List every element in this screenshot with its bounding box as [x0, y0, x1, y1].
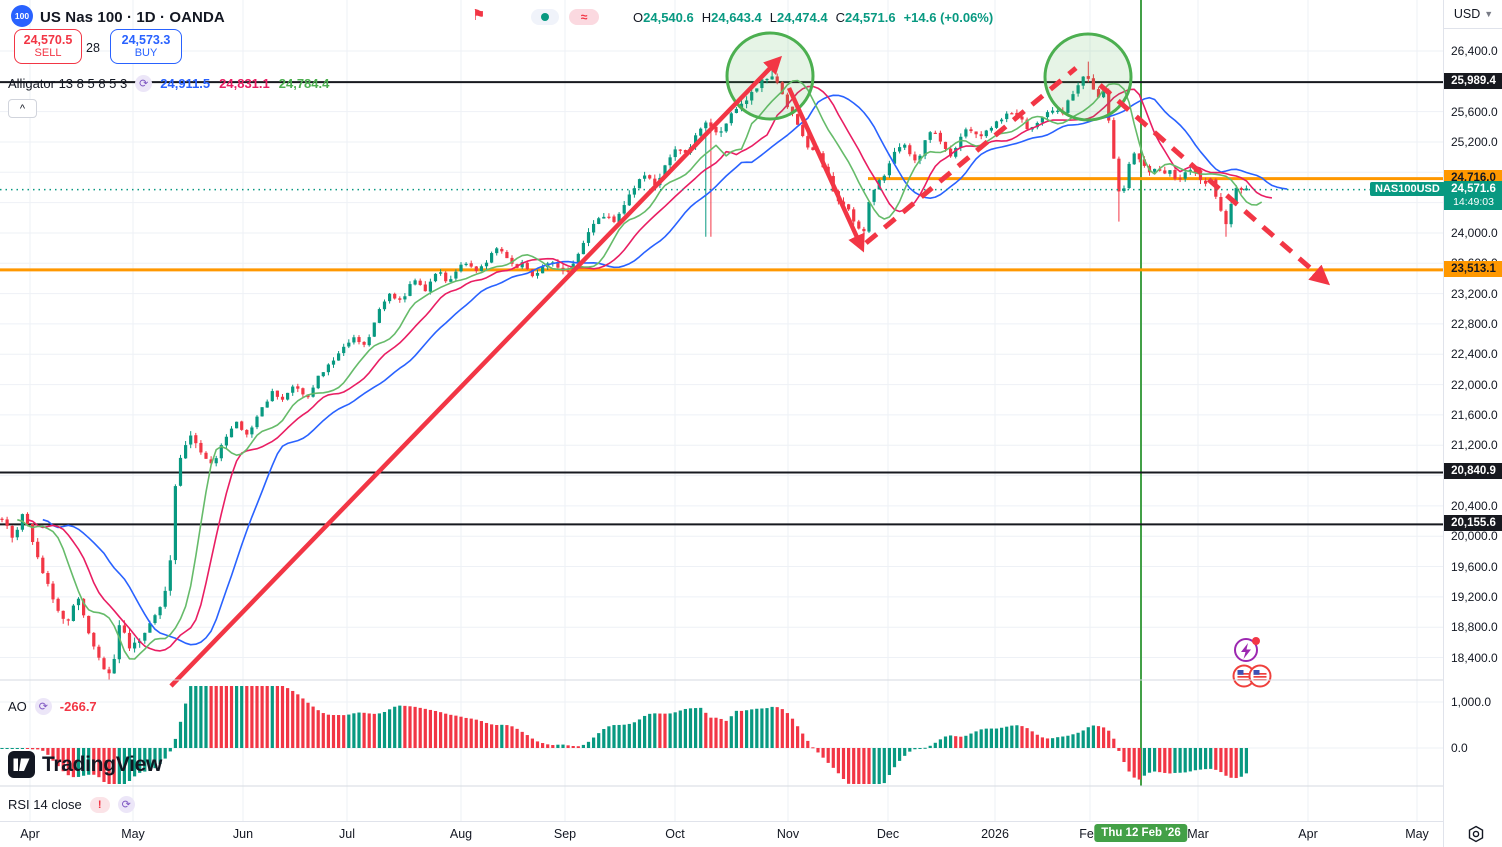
alligator-jaw-value: 24,911.5 [160, 76, 211, 91]
time-axis-label: Jun [232, 827, 254, 841]
price-tick-label: 20,000.0 [1451, 529, 1498, 544]
sell-price: 24,570.5 [23, 32, 73, 47]
time-axis-label: Mar [1187, 827, 1209, 841]
time-axis-label: Aug [449, 827, 473, 841]
flag-icon[interactable]: ⚑ [472, 7, 486, 24]
price-tick-label: 21,200.0 [1451, 438, 1498, 453]
time-axis[interactable]: Apr May Jun Jul Aug Sep Oct Nov Dec 2026 Feb Mar Apr… [0, 821, 1443, 847]
low-label: L [769, 10, 777, 25]
symbol-logo-icon: 100 [11, 5, 33, 27]
alligator-lips-value: 24,784.4 [278, 76, 330, 91]
open-label: O [633, 10, 644, 25]
rsi-legend: RSI 14 close ! ⟳ [8, 796, 135, 813]
symbol-price-line-badge: NAS100USD [1370, 181, 1445, 196]
price-tick-label: 22,400.0 [1451, 347, 1498, 362]
time-axis-label: Sep [553, 827, 577, 841]
level-price-badge: 20,155.6 [1444, 515, 1502, 532]
close-label: C [835, 10, 845, 25]
price-tick-label: 25,600.0 [1451, 104, 1498, 119]
rsi-sync-icon[interactable]: ⟳ [117, 796, 135, 813]
us-flag-event-icon [1248, 664, 1272, 688]
ao-legend: AO ⟳ -266.7 [8, 698, 97, 715]
high-value: 24,643.4 [711, 10, 762, 25]
current-price-badge: 24,571.6 14:49:03 [1444, 180, 1502, 210]
time-axis-label: Apr [1298, 827, 1318, 841]
chevron-down-icon: ▼ [1484, 9, 1494, 19]
price-tick-label: 18,800.0 [1451, 620, 1498, 635]
ao-tick-label: 1,000.0 [1451, 695, 1492, 709]
ao-sync-icon[interactable]: ⟳ [34, 698, 52, 715]
buy-price: 24,573.3 [121, 32, 171, 47]
spread-value: 28 [86, 41, 100, 55]
level-price-badge: 25,989.4 [1444, 73, 1502, 90]
rsi-warning-icon[interactable]: ! [89, 796, 110, 813]
economic-event-lightning-icon [1234, 637, 1260, 662]
alligator-name[interactable]: Alligator 13 8 5 8 5 3 [8, 76, 128, 91]
time-axis-label: Nov [776, 827, 800, 841]
price-scale[interactable]: USD ▼ 26,400.0 25,600.0 25,200.0 24,000.0 23… [1443, 0, 1502, 847]
ohlc-readout: O24,540.6 H24,643.4 L24,474.4 C24,571.6 … [633, 10, 993, 25]
price-tick-label: 26,400.0 [1451, 44, 1498, 58]
alligator-legend: Alligator 13 8 5 8 5 3 ⟳ 24,911.5 24,831… [8, 75, 329, 92]
price-tick-label: 18,400.0 [1451, 650, 1498, 665]
price-tick-label: 19,600.0 [1451, 559, 1498, 574]
alligator-teeth-value: 24,831.1 [219, 76, 270, 91]
sell-button[interactable]: 24,570.5 SELL [14, 29, 82, 64]
level-price-badge: 20,840.9 [1444, 463, 1502, 480]
close-value: 24,571.6 [844, 10, 896, 25]
tradingview-mark-icon [8, 751, 35, 778]
alligator-sync-icon[interactable]: ⟳ [135, 75, 153, 92]
symbol-title[interactable]: US Nas 100 · 1D · OANDA [40, 9, 225, 26]
time-axis-label: Oct [665, 827, 685, 841]
time-axis-label: Dec [876, 827, 900, 841]
tradingview-logo-text: TradingView [42, 752, 163, 776]
price-tick-label: 22,000.0 [1451, 377, 1498, 392]
delayed-data-icon[interactable]: ≈ [569, 9, 599, 25]
currency-label: USD [1453, 7, 1481, 21]
time-axis-label: Jul [339, 827, 355, 841]
green-dot-icon [541, 13, 549, 21]
buy-label: BUY [134, 47, 158, 60]
rsi-name[interactable]: RSI 14 close [8, 797, 82, 812]
event-date-badge: Thu 12 Feb '26 [1094, 824, 1188, 842]
ao-tick-label: 0.0 [1451, 741, 1468, 755]
buy-button[interactable]: 24,573.3 BUY [110, 29, 182, 64]
time-axis-label: Apr [20, 827, 40, 841]
collapse-pane-button[interactable]: ^ [8, 99, 37, 118]
ao-value: -266.7 [59, 699, 97, 714]
time-axis-label: May [1405, 827, 1429, 841]
sell-label: SELL [34, 47, 62, 60]
change-value: +14.6 (+0.06%) [903, 10, 994, 25]
high-label: H [701, 10, 712, 25]
time-axis-label: May [121, 827, 145, 841]
low-value: 24,474.4 [776, 10, 828, 25]
price-tick-label: 23,200.0 [1451, 286, 1498, 301]
timezone-settings-icon[interactable] [1466, 824, 1486, 847]
ao-name[interactable]: AO [8, 699, 27, 714]
tradingview-logo[interactable]: TradingView [8, 751, 162, 778]
price-tick-label: 24,000.0 [1451, 225, 1498, 240]
market-status-dot-icon[interactable] [531, 9, 559, 25]
open-value: 24,540.6 [643, 10, 694, 25]
level-price-badge: 23,513.1 [1444, 260, 1502, 277]
price-tick-label: 25,200.0 [1451, 134, 1498, 149]
price-tick-label: 20,400.0 [1451, 498, 1498, 513]
price-tick-label: 22,800.0 [1451, 316, 1498, 331]
price-tick-label: 19,200.0 [1451, 589, 1498, 604]
time-axis-label: 2026 [981, 827, 1009, 841]
currency-selector[interactable]: USD ▼ [1444, 0, 1502, 29]
price-tick-label: 21,600.0 [1451, 407, 1498, 422]
